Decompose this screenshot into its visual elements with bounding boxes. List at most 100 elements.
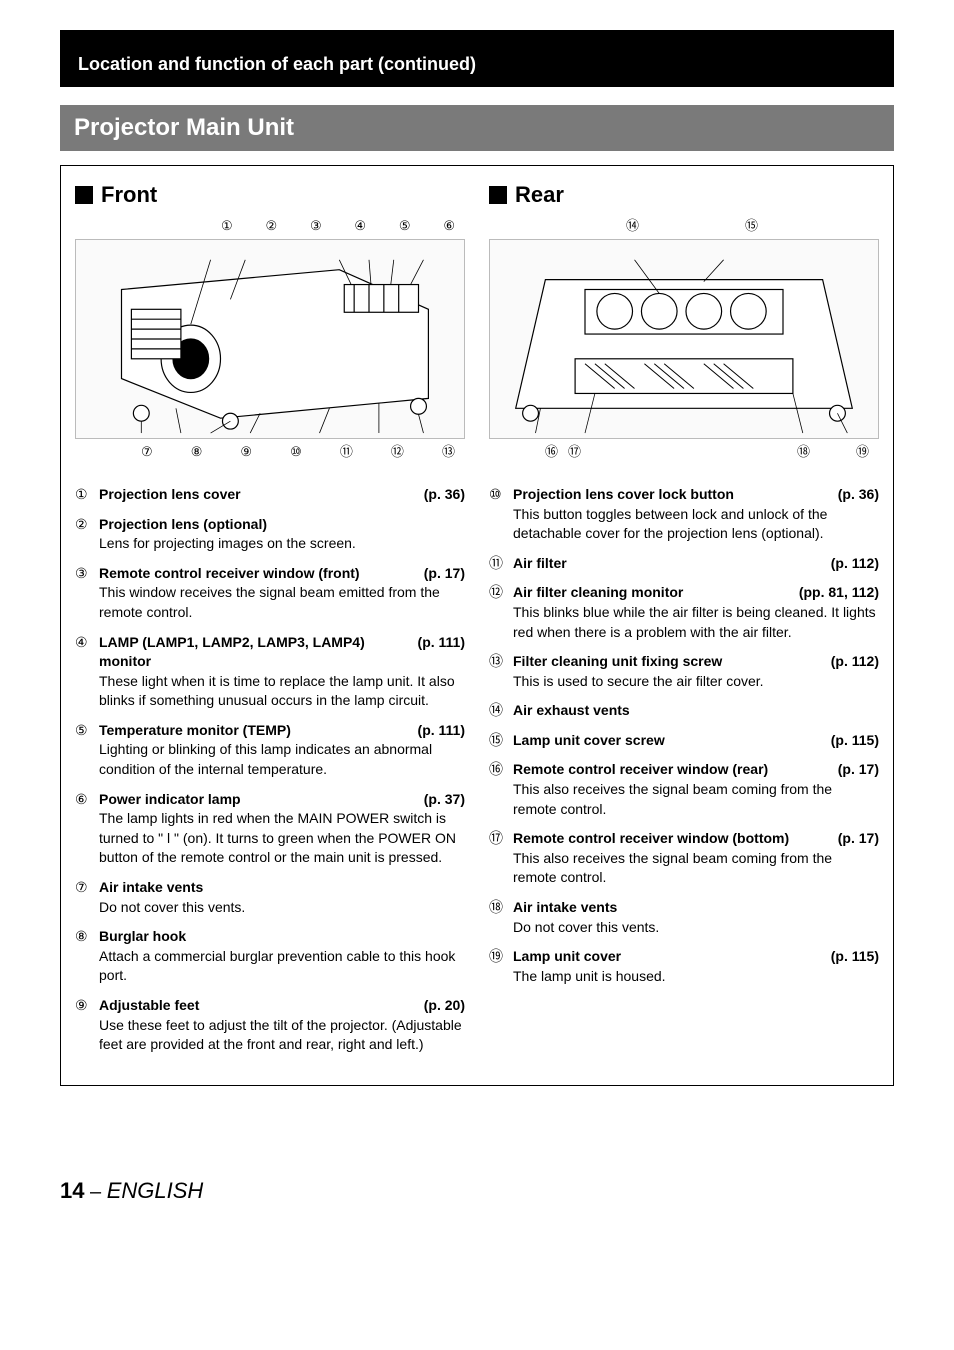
part-item: ⑰Remote control receiver window (bottom)… [489, 829, 879, 888]
part-page-ref: (p. 111) [418, 721, 465, 741]
page-root: Location and function of each part (cont… [0, 0, 954, 1237]
part-page-ref: (p. 17) [424, 564, 465, 584]
part-head: ⑯Remote control receiver window (rear)(p… [489, 760, 879, 780]
part-item: ⑦Air intake ventsDo not cover this vents… [75, 878, 465, 917]
footer-language: ENGLISH [107, 1178, 204, 1203]
part-number: ② [75, 515, 93, 535]
part-number: ③ [75, 564, 93, 584]
part-item: ⑬Filter cleaning unit fixing screw(p. 11… [489, 652, 879, 691]
part-title: Filter cleaning unit fixing screw [513, 652, 825, 672]
part-number: ⑯ [489, 760, 507, 780]
part-item: ⑯Remote control receiver window (rear)(p… [489, 760, 879, 819]
part-page-ref: (p. 17) [838, 760, 879, 780]
part-number: ⑥ [75, 790, 93, 810]
rear-view-col: Rear ⑭ ⑮ [489, 180, 879, 461]
callout: ⑱ [797, 443, 810, 461]
part-desc: These light when it is time to replace t… [99, 672, 465, 711]
part-number: ⑫ [489, 583, 507, 603]
callout: ⑫ [391, 443, 404, 461]
part-title: Air exhaust vents [513, 701, 879, 721]
part-head: ⑫Air filter cleaning monitor(pp. 81, 112… [489, 583, 879, 603]
part-number: ⑬ [489, 652, 507, 672]
breadcrumb: Location and function of each part (cont… [78, 54, 476, 74]
part-title: Air filter [513, 554, 825, 574]
part-item: ⑱Air intake ventsDo not cover this vents… [489, 898, 879, 937]
part-title: Projection lens cover [99, 485, 418, 505]
part-number: ⑱ [489, 898, 507, 918]
part-head: ⑰Remote control receiver window (bottom)… [489, 829, 879, 849]
part-item: ⑧Burglar hookAttach a commercial burglar… [75, 927, 465, 986]
front-diagram [75, 239, 465, 439]
part-title: Remote control receiver window (bottom) [513, 829, 832, 849]
callout: ① [221, 217, 233, 235]
callout: ⑪ [340, 443, 353, 461]
part-title: Lamp unit cover [513, 947, 825, 967]
part-desc: Do not cover this vents. [99, 898, 465, 918]
part-number: ⑤ [75, 721, 93, 741]
part-desc: This also receives the signal beam comin… [513, 849, 879, 888]
part-number: ⑮ [489, 731, 507, 751]
page-footer: 14 – ENGLISH [60, 1176, 894, 1207]
part-desc: Lighting or blinking of this lamp indica… [99, 740, 465, 779]
part-head: ② Projection lens (optional) [75, 515, 465, 535]
section-title: Projector Main Unit [74, 114, 294, 141]
part-desc: This blinks blue while the air filter is… [513, 603, 879, 642]
part-head: ⑤ Temperature monitor (TEMP) (p. 111) [75, 721, 465, 741]
views-row: Front ① ② ③ ④ ⑤ ⑥ [75, 180, 879, 461]
part-desc: This button toggles between lock and unl… [513, 505, 879, 544]
part-title: Air filter cleaning monitor [513, 583, 793, 603]
footer-sep: – [84, 1181, 106, 1203]
part-number: ⑪ [489, 554, 507, 574]
part-page-ref: (p. 115) [831, 947, 879, 967]
callout: ⑮ [745, 217, 758, 235]
part-title: Adjustable feet [99, 996, 418, 1016]
part-head: ⑱Air intake vents [489, 898, 879, 918]
part-desc: The lamp lights in red when the MAIN POW… [99, 809, 465, 868]
callout: ② [265, 217, 277, 235]
section-title-bar: Projector Main Unit [60, 105, 894, 151]
part-item: ⑪Air filter(p. 112) [489, 554, 879, 574]
part-head: ⑮Lamp unit cover screw(p. 115) [489, 731, 879, 751]
callout: ⑧ [191, 443, 203, 461]
part-desc: This also receives the signal beam comin… [513, 780, 879, 819]
part-desc: This window receives the signal beam emi… [99, 583, 465, 622]
part-number: ⑦ [75, 878, 93, 898]
part-page-ref: (p. 36) [838, 485, 879, 505]
callout: ⑲ [856, 443, 869, 461]
part-item: ①Projection lens cover(p. 36) [75, 485, 465, 505]
part-head: ③Remote control receiver window (front)(… [75, 564, 465, 584]
rear-view-title: Rear [489, 180, 879, 211]
part-head: ⑭Air exhaust vents [489, 701, 879, 721]
part-head: ⑥Power indicator lamp(p. 37) [75, 790, 465, 810]
part-title: Projection lens (optional) [99, 515, 465, 535]
rear-top-callouts: ⑭ ⑮ [489, 217, 879, 239]
part-desc: Attach a commercial burglar prevention c… [99, 947, 465, 986]
callout: ⑨ [240, 443, 252, 461]
part-head: ⑬Filter cleaning unit fixing screw(p. 11… [489, 652, 879, 672]
part-desc: This is used to secure the air filter co… [513, 672, 879, 692]
callout: ④ [354, 217, 366, 235]
part-title: Power indicator lamp [99, 790, 418, 810]
part-title: LAMP (LAMP1, LAMP2, LAMP3, LAMP4) monito… [99, 633, 412, 672]
part-head: ⑩Projection lens cover lock button(p. 36… [489, 485, 879, 505]
front-bottom-callouts: ⑦ ⑧ ⑨ ⑩ ⑪ ⑫ ⑬ [75, 439, 465, 461]
parts-left-col: ①Projection lens cover(p. 36)②Projection… [75, 485, 465, 1065]
parts-list-row: ① Projection lens cover (p. 36) ② Projection… [75, 485, 879, 1065]
part-page-ref: (p. 20) [424, 996, 465, 1016]
part-number: ④ [75, 633, 93, 653]
part-item: ⑤ Temperature monitor (TEMP) (p. 111)Light… [75, 721, 465, 780]
projector-rear-icon [490, 240, 878, 438]
part-title: Temperature monitor (TEMP) [99, 721, 412, 741]
page-number: 14 [60, 1178, 84, 1203]
part-page-ref: (p. 115) [831, 731, 879, 751]
part-item: ④ LAMP (LAMP1, LAMP2, LAMP3, LAMP4) monit… [75, 633, 465, 711]
callout: ⑬ [442, 443, 455, 461]
part-number: ⑲ [489, 947, 507, 967]
callout: ⑭ [626, 217, 639, 235]
part-item: ⑩Projection lens cover lock button(p. 36… [489, 485, 879, 544]
part-head: ⑨Adjustable feet(p. 20) [75, 996, 465, 1016]
part-number: ① [75, 485, 93, 505]
part-head: ⑦Air intake vents [75, 878, 465, 898]
part-desc: Use these feet to adjust the tilt of the… [99, 1016, 465, 1055]
rear-title-text: Rear [515, 180, 564, 211]
